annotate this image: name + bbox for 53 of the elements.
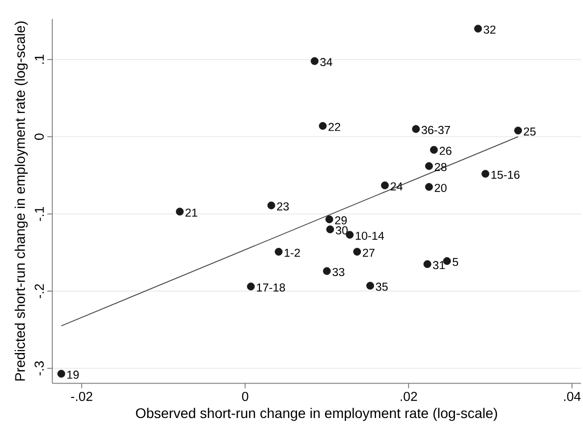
point [310, 57, 319, 65]
point [57, 370, 66, 378]
annotation: 34 [320, 58, 332, 66]
point [322, 267, 331, 275]
annotation: 29 [335, 216, 347, 224]
y-tick-label: -.1 [34, 206, 44, 221]
point [325, 215, 334, 224]
y-tick-label: -.2 [34, 284, 44, 298]
annotation: 32 [484, 26, 496, 34]
annotation: 19 [67, 370, 79, 379]
x-tick-label: .04 [564, 392, 581, 402]
annotation: 30 [336, 226, 348, 234]
point [514, 126, 522, 134]
annotation: 15-16 [491, 170, 520, 179]
x-tick-label: 0 [242, 392, 248, 402]
y-tick-label: 0 [34, 134, 44, 140]
point [366, 282, 374, 290]
point [246, 282, 255, 290]
annotation: 21 [186, 208, 198, 217]
annotation: 36-37 [422, 126, 450, 134]
annotation: 33 [332, 268, 344, 276]
annotation: 31 [433, 261, 445, 270]
annotation: 5 [452, 258, 458, 266]
annotation: 26 [440, 146, 452, 155]
annotation: 22 [328, 122, 340, 131]
annotation: 23 [277, 202, 289, 210]
x-tick-label: .02 [400, 392, 417, 402]
point [274, 248, 283, 256]
y-tick-label: -.3 [34, 361, 44, 376]
y-tick-label: .1 [34, 54, 44, 64]
annotation: 35 [376, 282, 388, 291]
point [425, 162, 433, 170]
x-axis-title: Observed short-run change in employment rate (log-scale) [136, 408, 498, 421]
annotation: 1-2 [284, 248, 300, 257]
point [430, 146, 438, 154]
point [267, 202, 276, 210]
point [176, 208, 184, 216]
annotation: 20 [434, 184, 447, 192]
point [380, 181, 389, 190]
y-axis-title: Predicted short-run change in employment rate (log-scale) [14, 22, 28, 381]
annotation: 10-14 [356, 232, 384, 240]
annotation: 17-18 [256, 283, 285, 292]
x-tick-label: -.02 [71, 392, 92, 402]
point [412, 125, 420, 133]
point [425, 183, 433, 191]
point [318, 122, 327, 130]
point [474, 24, 482, 33]
point [326, 225, 334, 234]
point [423, 260, 432, 268]
annotation: 27 [362, 248, 375, 257]
point [353, 248, 362, 256]
point [482, 170, 490, 178]
annotation: 25 [524, 127, 536, 136]
